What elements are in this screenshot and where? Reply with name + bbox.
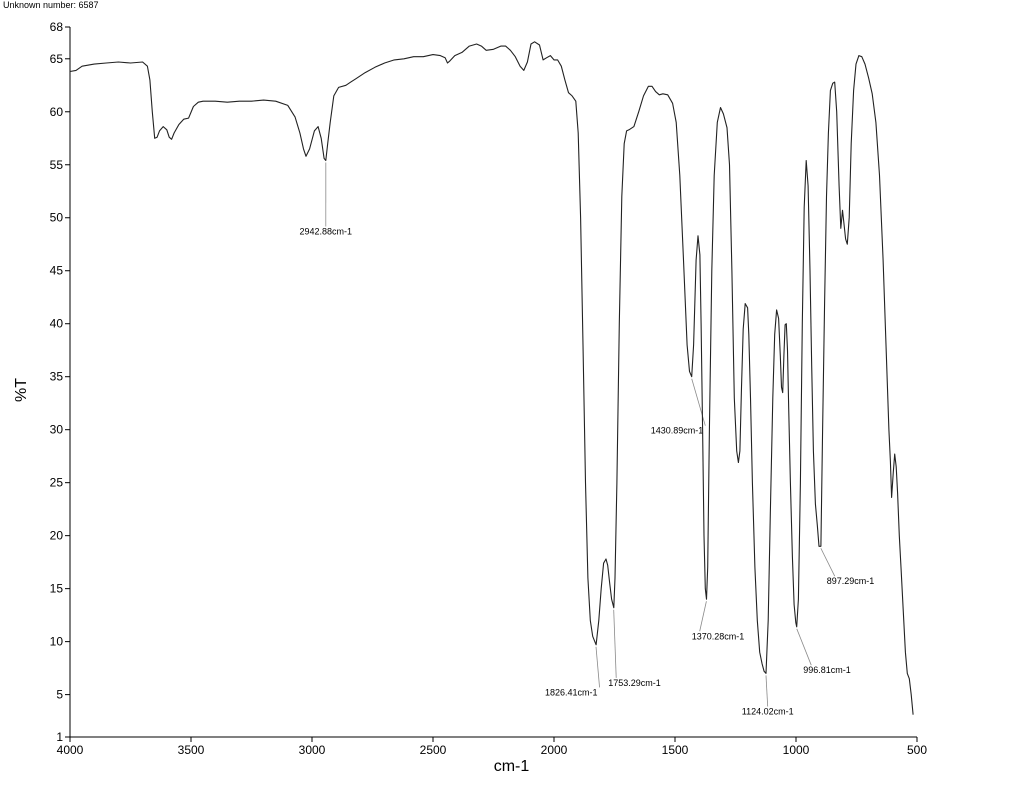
peak-label: 1753.29cm-1: [608, 678, 661, 688]
peak-annotations: 2942.88cm-1 1430.89cm-1 1826.41cm-1 1753.29…: [300, 162, 875, 717]
peak-leader-line: [796, 628, 812, 666]
x-tick-label: 2000: [541, 743, 568, 757]
x-tick-label: 4000: [57, 743, 84, 757]
peak-leader-line: [820, 548, 836, 577]
peak-leader-line: [595, 646, 600, 688]
x-axis-label: cm-1: [494, 758, 530, 775]
x-tick-label: 3500: [178, 743, 205, 757]
peak-label: 996.81cm-1: [803, 665, 851, 675]
peak-leader-line: [699, 601, 707, 632]
x-tick-label: 1000: [783, 743, 810, 757]
y-tick-label: 68: [50, 20, 64, 34]
y-tick-label: 60: [50, 105, 64, 119]
peak-label: 2942.88cm-1: [300, 226, 353, 236]
y-tick-label: 15: [50, 582, 64, 596]
y-axis-label: %T: [13, 378, 30, 402]
y-tick-label: 10: [50, 635, 64, 649]
y-tick-label: 45: [50, 264, 64, 278]
x-tick-label: 2500: [420, 743, 447, 757]
peak-label: 1826.41cm-1: [545, 687, 598, 697]
peak-label: 897.29cm-1: [827, 576, 875, 586]
x-tick-label: 1500: [662, 743, 689, 757]
y-tick-label: 50: [50, 211, 64, 225]
y-tick-label: 20: [50, 529, 64, 543]
y-tick-label: 40: [50, 317, 64, 331]
peak-label: 1370.28cm-1: [692, 631, 745, 641]
peak-leader-line: [691, 378, 706, 426]
y-tick-label: 5: [56, 688, 63, 702]
peak-leader-line: [765, 675, 769, 707]
x-tick-label: 500: [907, 743, 927, 757]
peak-leader-line: [613, 609, 617, 678]
x-tick-label: 3000: [299, 743, 326, 757]
y-tick-label: 55: [50, 158, 64, 172]
y-tick-label: 30: [50, 423, 64, 437]
peak-label: 1124.02cm-1: [742, 707, 794, 717]
spectrum-line: [69, 41, 914, 715]
peak-label: 1430.89cm-1: [651, 426, 704, 436]
y-tick-label: 25: [50, 476, 64, 490]
y-tick-label: 65: [50, 52, 64, 66]
page-title: Unknown number: 6587: [3, 0, 99, 10]
y-tick-label: 1: [56, 730, 63, 744]
y-tick-label: 35: [50, 370, 64, 384]
